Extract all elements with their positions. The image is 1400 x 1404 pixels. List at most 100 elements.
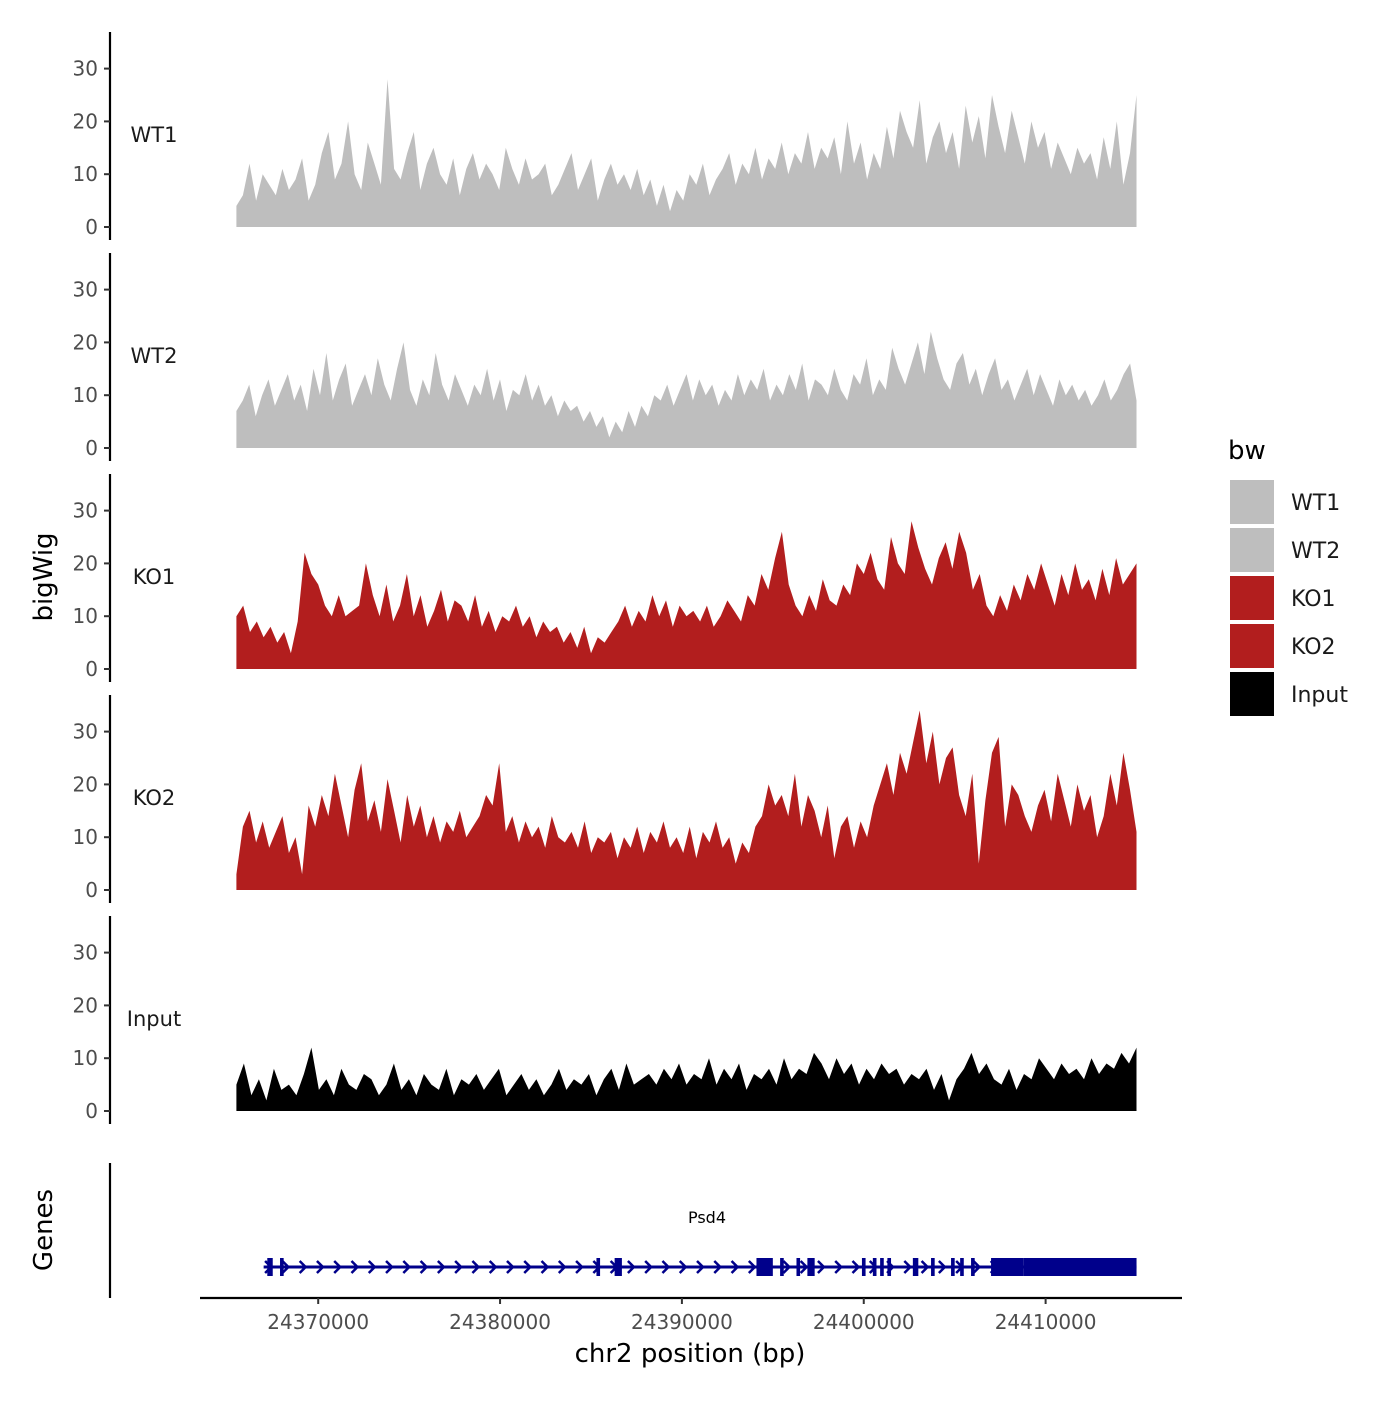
strand-arrow [903,1260,913,1274]
gene-exon [880,1258,884,1276]
legend: bw WT1 WT2 KO1 KO2 Input [1228,436,1348,716]
y-tick-label: 10 [73,825,98,849]
y-tick-label: 20 [73,551,98,575]
strand-arrow [454,1260,463,1274]
legend-label: KO1 [1291,587,1336,612]
strand-arrow [851,1260,861,1274]
legend-swatch [1230,576,1274,620]
track-label: WT2 [131,344,178,368]
strand-arrow [419,1260,429,1274]
gene-exon [596,1258,601,1276]
strand-arrow [937,1260,947,1274]
gene-exon [960,1258,964,1276]
coverage-area [236,710,1137,890]
panels: 0 10 20 30 WT1 0 10 20 30 WT2 0 10 20 30 KO1 0 10 20 30 KO2… [73,32,1137,1124]
y-tick-label: 0 [85,436,98,460]
track-label: WT1 [131,123,178,147]
strand-arrow [713,1260,723,1274]
gene-exon [931,1258,935,1276]
panel-wt1: 0 10 20 30 WT1 [73,32,1137,240]
legend-swatch [1230,480,1274,524]
gene-exon [267,1258,273,1276]
y-tick-label: 10 [73,162,98,186]
panel-input: 0 10 20 30 Input [73,916,1137,1124]
legend-label: WT2 [1291,539,1340,564]
strand-arrow [730,1260,740,1274]
y-tick-label: 20 [73,993,98,1017]
x-tick-label: 24390000 [631,1310,733,1334]
strand-arrow [678,1260,688,1274]
gene-exon [280,1258,284,1276]
strand-arrow [799,1260,809,1274]
strand-arrow [316,1260,325,1274]
gene-exon [614,1258,622,1276]
strand-arrow [471,1260,481,1274]
strand-arrow [747,1260,757,1274]
strand-arrow [385,1260,394,1274]
strand-arrow [557,1260,567,1274]
legend-swatch [1230,528,1274,572]
y-tick-label: 0 [85,215,98,239]
panel-ko1: 0 10 20 30 KO1 [73,474,1137,682]
coverage-area [236,521,1137,669]
y-tick-label: 30 [73,278,98,302]
track-label: Input [127,1007,181,1031]
gene-exon [1023,1258,1137,1276]
legend-items: WT1 WT2 KO1 KO2 Input [1230,480,1348,716]
gene-exon [887,1258,892,1276]
strand-arrow [644,1260,653,1274]
y-axis-title: bigWig [29,532,59,621]
strand-arrow [333,1260,342,1274]
strand-arrow [540,1260,550,1274]
strand-arrow [436,1260,446,1274]
legend-title: bw [1228,436,1266,466]
y-tick-label: 20 [73,109,98,133]
track-label: KO1 [133,565,176,589]
legend-swatch [1230,624,1274,668]
y-tick-label: 20 [73,330,98,354]
strand-arrow [661,1260,671,1274]
coverage-area [236,331,1137,448]
gene-exon [780,1258,784,1276]
gene-track: Genes Psd4 [29,1163,1137,1298]
legend-label: Input [1291,683,1348,708]
strand-arrow [402,1260,412,1274]
y-tick-label: 30 [73,941,98,965]
strand-arrow [920,1260,930,1274]
y-tick-label: 30 [73,499,98,523]
coverage-area [236,79,1137,227]
y-tick-label: 0 [85,657,98,681]
y-tick-label: 0 [85,878,98,902]
legend-swatch [1230,672,1274,716]
gene-exon [951,1258,955,1276]
gene-exon [971,1258,975,1276]
strand-arrow [696,1260,705,1274]
strand-arrow [298,1260,308,1274]
y-tick-label: 30 [73,57,98,81]
legend-label: WT1 [1291,491,1340,516]
gene-model [263,1258,1137,1276]
x-axis-title: chr2 position (bp) [575,1339,806,1369]
gene-exon [756,1258,773,1276]
gene-exon [861,1258,866,1276]
x-tick-label: 24380000 [449,1310,551,1334]
strand-arrow [350,1260,360,1274]
strand-arrow [817,1260,826,1274]
coverage-area [236,1047,1137,1111]
legend-label: KO2 [1291,635,1336,660]
strand-arrow [281,1260,291,1274]
x-ticks: 24370000 24380000 24390000 24400000 24410000 [267,1298,1097,1334]
panel-wt2: 0 10 20 30 WT2 [73,253,1137,461]
gene-exon [872,1258,877,1276]
strand-arrow [575,1260,584,1274]
gene-exon [796,1258,801,1276]
genes-axis-title: Genes [29,1189,59,1271]
strand-arrow [488,1260,498,1274]
x-tick-label: 24410000 [995,1310,1097,1334]
strand-arrow [506,1260,515,1274]
y-tick-label: 20 [73,772,98,796]
gene-exon [807,1258,815,1276]
panel-ko2: 0 10 20 30 KO2 [73,695,1137,903]
x-tick-label: 24400000 [813,1310,915,1334]
